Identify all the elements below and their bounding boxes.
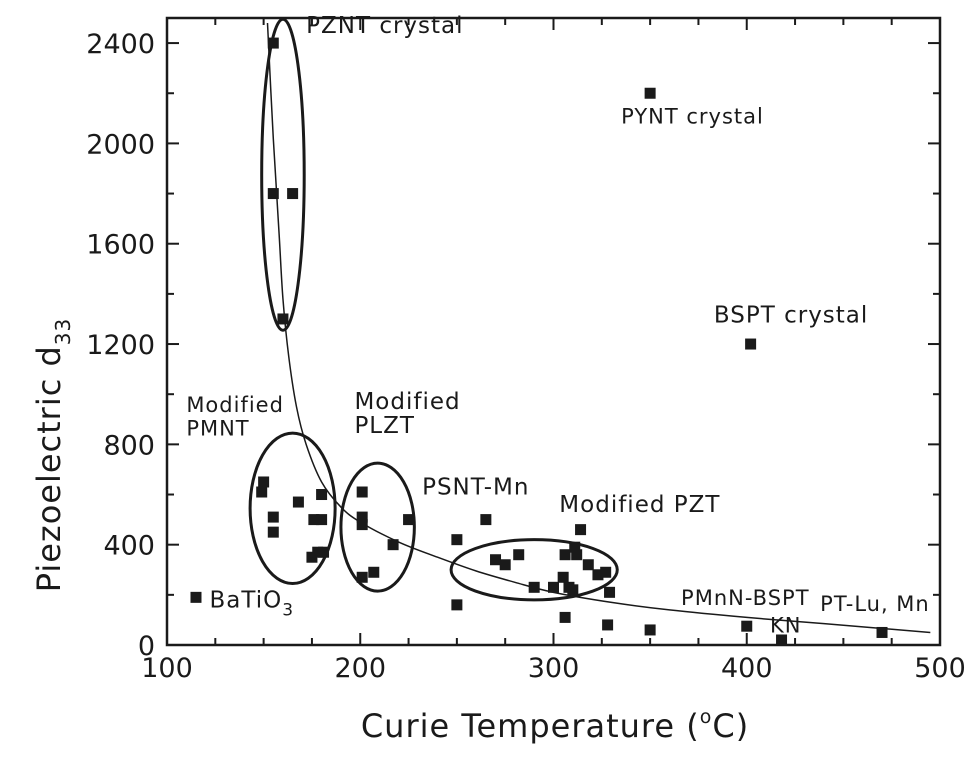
data-point xyxy=(258,476,270,488)
data-point xyxy=(267,511,279,523)
annotation-label: PZNT crystal xyxy=(306,13,463,39)
data-point xyxy=(548,581,559,593)
annotation-label: PLZT xyxy=(354,413,415,439)
y-axis-title-sub: 33 xyxy=(51,318,75,345)
y-tick-label: 1200 xyxy=(86,330,155,361)
trend-curve xyxy=(266,22,931,634)
data-point xyxy=(277,313,289,325)
data-point xyxy=(644,624,656,636)
x-axis-title-main: Curie Temperature ( xyxy=(361,707,700,745)
data-point xyxy=(559,549,571,561)
y-axis-title: Piezoelectric d33 xyxy=(30,318,75,593)
data-point xyxy=(256,486,268,498)
annotation-label: PMNT xyxy=(186,417,249,441)
data-point xyxy=(644,87,656,99)
data-point xyxy=(604,586,616,598)
data-point xyxy=(480,514,492,526)
data-point xyxy=(292,496,304,508)
data-point xyxy=(490,554,502,566)
x-tick-label: 300 xyxy=(528,653,580,684)
annotation-label: PMnN-BSPT xyxy=(681,586,810,610)
y-tick-label: 800 xyxy=(103,430,155,461)
data-point xyxy=(592,569,604,581)
data-point xyxy=(387,539,399,551)
data-point xyxy=(876,626,888,638)
y-tick-label: 1600 xyxy=(86,230,155,261)
data-point xyxy=(190,591,202,603)
data-point xyxy=(308,514,320,526)
data-point xyxy=(356,511,368,523)
x-axis-title-end: C) xyxy=(712,707,749,745)
data-point xyxy=(403,514,415,526)
y-axis-title-main: Piezoelectric d xyxy=(30,345,68,592)
plot-area: 100 200 300 400 500 0 400 800 1200 1600 2000 2400 PZ… xyxy=(86,13,965,684)
x-axis-title: Curie Temperature (oC) xyxy=(361,706,749,745)
data-point xyxy=(582,559,594,571)
data-point xyxy=(306,551,318,563)
y-tick-label: 2000 xyxy=(86,129,155,160)
group-ellipse xyxy=(449,538,619,602)
x-tick-label: 500 xyxy=(914,653,966,684)
data-point xyxy=(356,519,368,531)
data-point xyxy=(600,566,612,578)
data-point xyxy=(267,526,279,538)
x-axis-title-sup: o xyxy=(700,706,713,728)
group-ellipse xyxy=(339,461,416,593)
data-point xyxy=(312,546,324,558)
annotation-label: Modified xyxy=(186,393,284,417)
data-point xyxy=(602,619,614,631)
y-tick-label: 0 xyxy=(138,631,155,662)
annotation-label: BSPT crystal xyxy=(714,303,868,329)
data-point xyxy=(528,581,540,593)
annotation-label: Modified PZT xyxy=(559,492,720,518)
data-point xyxy=(745,338,757,350)
data-point xyxy=(368,566,380,578)
x-tick-label: 400 xyxy=(721,653,773,684)
data-point xyxy=(316,514,328,526)
data-point xyxy=(741,620,753,632)
annotation-label: Modified xyxy=(354,389,460,415)
data-point xyxy=(513,549,525,561)
data-point xyxy=(499,559,511,571)
data-point xyxy=(356,486,368,498)
data-point xyxy=(267,37,279,49)
svg-text:Piezoelectric d33: Piezoelectric d33 xyxy=(30,318,75,593)
data-point xyxy=(776,634,788,646)
annotation-label: PT-Lu, Mn xyxy=(820,592,930,616)
data-point xyxy=(287,188,299,200)
annotation-label: KN xyxy=(770,613,801,637)
data-point xyxy=(567,584,579,596)
data-point xyxy=(557,571,569,583)
data-point xyxy=(569,541,581,553)
data-point xyxy=(318,546,330,558)
x-tick-label: 200 xyxy=(334,653,386,684)
data-point xyxy=(316,489,328,501)
annotation-label-batio3: BaTiO3 xyxy=(210,587,295,620)
y-tick-label: 400 xyxy=(103,531,155,562)
data-point xyxy=(559,611,571,623)
data-point xyxy=(356,571,368,583)
x-tick-label: 100 xyxy=(141,653,193,684)
data-point xyxy=(575,524,587,536)
group-ellipse xyxy=(260,17,306,332)
y-tick-label: 2400 xyxy=(86,29,155,60)
data-point xyxy=(451,534,463,546)
data-point xyxy=(571,549,583,561)
data-point xyxy=(451,599,463,611)
data-point xyxy=(267,188,279,200)
annotation-label: PSNT-Mn xyxy=(422,475,529,501)
group-ellipse xyxy=(248,431,337,586)
svg-text:Curie Temperature (oC): Curie Temperature (oC) xyxy=(361,706,749,745)
annotation-label: PYNT crystal xyxy=(621,104,764,128)
